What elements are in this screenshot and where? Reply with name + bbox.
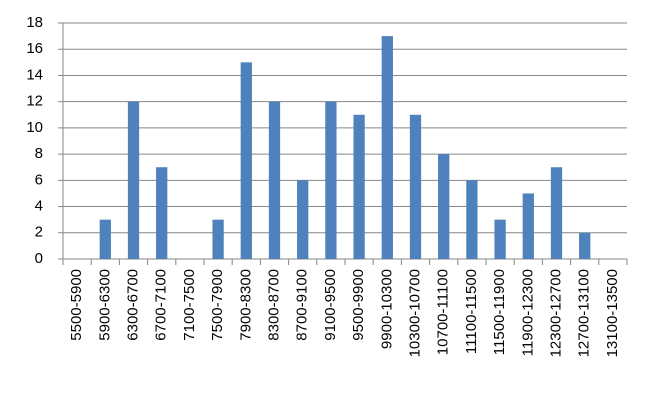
bar: [409, 114, 422, 260]
x-tick-label: 7100-7500: [181, 269, 198, 341]
y-tick-label: 6: [35, 171, 43, 188]
x-tick-label: 9100-9500: [322, 269, 339, 341]
x-tick-label: 5900-6300: [96, 269, 113, 341]
bar: [381, 36, 393, 259]
bar: [494, 219, 506, 259]
y-tick-label: 2: [35, 224, 43, 241]
bar: [579, 232, 591, 259]
x-tick-label: 9900-10300: [378, 269, 395, 349]
x-tick-label: 7900-8300: [237, 269, 254, 341]
y-tick-label: 10: [26, 119, 43, 136]
bar: [438, 154, 450, 259]
x-tick-label: 12700-13100: [576, 269, 593, 357]
bar: [127, 101, 140, 260]
bar: [240, 62, 252, 260]
y-tick-label: 18: [26, 14, 43, 31]
x-tick-label: 6300-6700: [124, 269, 141, 341]
x-tick-label: 5500-5900: [68, 269, 85, 341]
y-tick-label: 4: [35, 198, 43, 215]
bar: [156, 167, 168, 259]
bar: [325, 101, 337, 260]
x-tick-label: 12300-12700: [547, 269, 564, 357]
bar: [268, 101, 281, 260]
x-tick-label: 10300-10700: [406, 269, 423, 357]
x-tick-label: 13100-13500: [604, 269, 621, 357]
bar: [99, 219, 111, 259]
bar: [466, 180, 478, 259]
y-tick-label: 8: [35, 145, 43, 162]
y-tick-label: 0: [35, 250, 43, 267]
bar: [297, 180, 309, 259]
y-tick-label: 16: [26, 40, 43, 57]
x-tick-label: 10700-11100: [435, 269, 452, 355]
x-tick-label: 8300-8700: [265, 269, 282, 341]
x-tick-label: 11900-12300: [519, 269, 536, 356]
x-tick-label: 6700-7100: [153, 269, 170, 341]
bar: [353, 114, 365, 260]
x-tick-label: 7500-7900: [209, 269, 226, 341]
bar: [522, 193, 534, 259]
bar: [212, 219, 224, 259]
bar: [550, 167, 563, 259]
x-tick-label: 11100-11500: [463, 269, 480, 354]
x-tick-label: 11500-11900: [491, 269, 508, 355]
x-tick-label: 9500-9900: [350, 269, 367, 341]
x-tick-label: 8700-9100: [294, 269, 311, 341]
y-tick-label: 14: [26, 66, 43, 83]
y-tick-label: 12: [26, 93, 43, 110]
